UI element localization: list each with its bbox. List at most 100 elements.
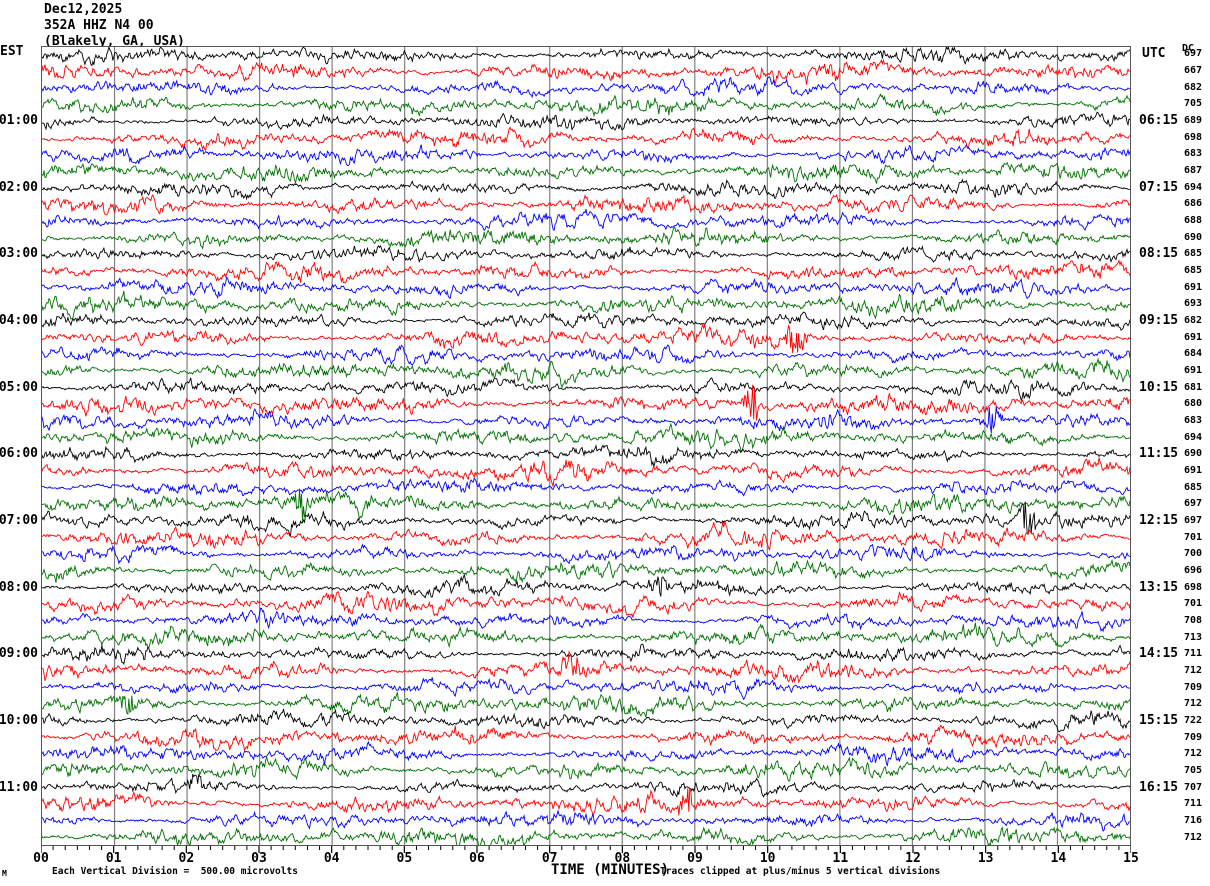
utc-time-label: 07:15 [1139, 179, 1179, 195]
header-station: 352A HHZ N4 00 [44, 18, 154, 33]
seismic-trace [42, 650, 1130, 684]
dc-value: 690 [1184, 448, 1203, 460]
x-tick-label: 05 [396, 851, 413, 866]
dc-value: 682 [1184, 315, 1203, 326]
seismic-trace [42, 457, 1130, 487]
dc-value: 712 [1184, 698, 1203, 710]
utc-time-label: 09:15 [1139, 313, 1179, 328]
seismic-trace [42, 622, 1130, 649]
x-tick-label: 12 [905, 851, 921, 866]
est-time-label: 10:00 [0, 713, 38, 728]
x-tick-label: 02 [178, 851, 195, 866]
seismic-trace [42, 607, 1130, 633]
x-tick-label: 13 [977, 851, 994, 866]
est-axis-header: EST [0, 44, 24, 59]
seismic-trace [42, 755, 1130, 782]
header-location: (Blakely, GA, USA) [44, 34, 185, 49]
seismic-trace [42, 501, 1130, 537]
utc-time-label: 13:15 [1139, 579, 1179, 595]
seismic-trace [42, 47, 1130, 67]
dc-value: 701 [1184, 531, 1203, 543]
utc-time-label: 08:15 [1139, 246, 1179, 262]
x-tick-label: 10 [759, 851, 776, 866]
dc-value: 722 [1184, 715, 1203, 726]
seismic-trace [42, 244, 1130, 263]
dc-value: 698 [1184, 581, 1203, 593]
x-axis-ticks [41, 846, 1131, 853]
seismic-trace [42, 740, 1130, 767]
x-tick-label: 03 [251, 851, 267, 866]
est-time-label: 08:00 [0, 579, 38, 595]
dc-value: 683 [1184, 148, 1203, 160]
seismic-trace [42, 344, 1130, 366]
seismic-trace [42, 724, 1130, 752]
dc-value: 667 [1184, 65, 1203, 76]
dc-value: 709 [1184, 731, 1203, 743]
dc-value: 697 [1184, 515, 1203, 526]
est-time-label: 02:00 [0, 179, 38, 195]
x-tick-label: 14 [1050, 851, 1067, 866]
seismic-trace [42, 826, 1130, 845]
seismic-trace [42, 477, 1130, 497]
seismic-trace [42, 126, 1130, 151]
dc-value: 713 [1184, 631, 1203, 643]
seismic-trace [42, 406, 1130, 434]
seismic-trace [42, 591, 1130, 618]
dc-value: 694 [1184, 181, 1203, 193]
seismic-trace [42, 377, 1130, 402]
seismogram-plot[interactable] [41, 46, 1131, 846]
seismic-trace [42, 226, 1130, 250]
dc-value: 682 [1184, 81, 1203, 93]
dc-value: 685 [1184, 481, 1203, 493]
x-tick-label: 08 [614, 851, 631, 866]
dc-value: 709 [1184, 681, 1203, 693]
dc-value: 711 [1184, 648, 1203, 660]
x-tick-label: 09 [687, 851, 703, 866]
grid-layer [113, 47, 1059, 845]
utc-time-label: 10:15 [1139, 379, 1179, 395]
x-tick-label: 01 [105, 851, 122, 866]
est-time-label: 06:00 [0, 446, 38, 462]
seismic-trace [42, 58, 1130, 85]
dc-value: 712 [1184, 748, 1203, 760]
dc-value: 708 [1184, 615, 1203, 626]
corner-mark: M [2, 869, 7, 878]
dc-value: 691 [1184, 365, 1203, 376]
utc-time-label: 11:15 [1139, 446, 1179, 462]
dc-value: 700 [1184, 548, 1203, 560]
dc-value: 688 [1184, 215, 1203, 226]
dc-value: 689 [1184, 115, 1203, 126]
x-tick-label: 07 [541, 851, 558, 866]
est-time-label: 05:00 [0, 379, 38, 395]
utc-time-label: 16:15 [1139, 779, 1179, 795]
est-time-label: 09:00 [0, 646, 38, 662]
x-tick-label: 11 [832, 851, 849, 866]
seismic-trace [42, 290, 1130, 320]
dc-value: 697 [1184, 48, 1203, 60]
dc-value: 696 [1184, 565, 1203, 576]
dc-value: 690 [1184, 231, 1203, 243]
header-date: Dec12,2025 [44, 2, 123, 17]
x-tick-label: 15 [1123, 851, 1139, 866]
seismic-trace [42, 572, 1130, 599]
x-axis-title: TIME (MINUTES) [551, 862, 670, 878]
dc-value: 712 [1184, 831, 1203, 843]
seismic-trace [42, 357, 1130, 389]
utc-time-label: 15:15 [1139, 713, 1179, 728]
seismic-trace [42, 208, 1130, 232]
dc-value: 716 [1184, 815, 1203, 826]
seismic-trace [42, 692, 1130, 718]
est-time-label: 03:00 [0, 246, 38, 262]
dc-value: 683 [1184, 415, 1203, 426]
x-tick-label: 06 [469, 851, 485, 866]
seismic-trace [42, 422, 1130, 453]
seismic-trace [42, 76, 1130, 99]
utc-time-label: 12:15 [1139, 513, 1179, 528]
dc-value: 712 [1184, 665, 1203, 676]
seismic-trace [42, 144, 1130, 167]
seismic-trace [42, 384, 1130, 421]
dc-value: 697 [1184, 498, 1203, 510]
dc-value: 691 [1184, 465, 1203, 476]
seismic-trace [42, 311, 1130, 331]
seismic-trace [42, 322, 1130, 354]
